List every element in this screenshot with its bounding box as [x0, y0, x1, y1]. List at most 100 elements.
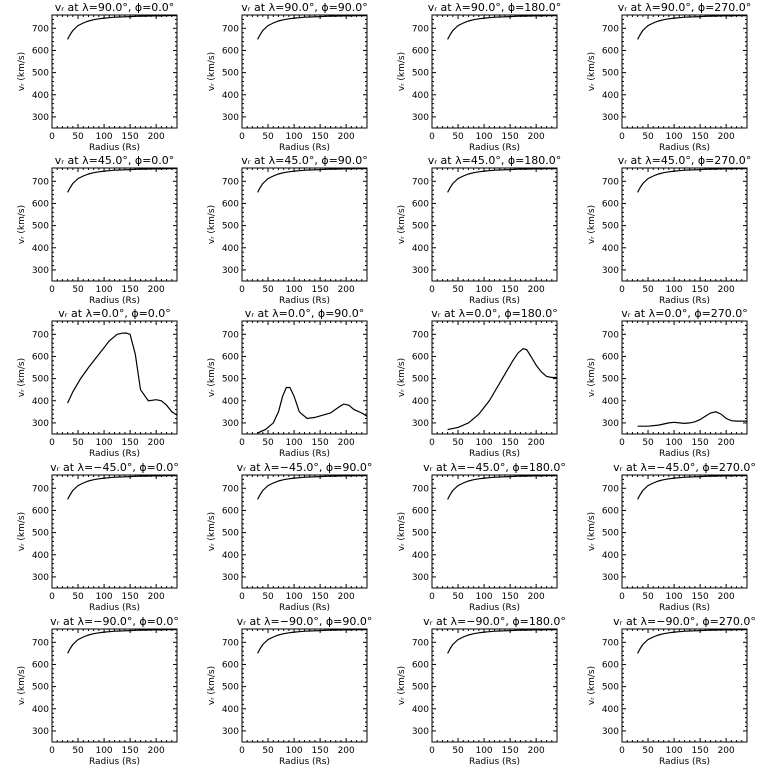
plot-frame [51, 167, 178, 282]
y-tick-label: 400 [32, 91, 49, 101]
plot-panel: vᵣ at λ=90.0°, ϕ=0.0° 0 50 100 150 200 300 400 5… [17, 1, 178, 153]
x-tick-label: 50 [452, 746, 464, 756]
x-axis-label: Radius (Rs) [89, 296, 140, 306]
x-axis-label: Radius (Rs) [659, 757, 710, 767]
plot-title: vᵣ at λ=0.0°, ϕ=270.0° [621, 307, 748, 320]
x-tick-label: 50 [452, 438, 464, 448]
y-tick-label: 400 [32, 244, 49, 254]
y-tick-label: 700 [602, 177, 619, 187]
series-line [637, 168, 747, 193]
y-tick-label: 400 [32, 397, 49, 407]
x-tick-label: 0 [49, 285, 55, 295]
plot-frame [431, 320, 558, 435]
y-tick-label: 300 [602, 113, 619, 123]
y-tick-label: 400 [602, 397, 619, 407]
x-tick-label: 0 [619, 285, 625, 295]
y-tick-label: 300 [412, 266, 429, 276]
y-tick-label: 400 [602, 705, 619, 715]
x-tick-label: 50 [72, 438, 84, 448]
y-axis-label: vᵣ (km/s) [17, 52, 27, 91]
plot-title: vᵣ at λ=−90.0°, ϕ=0.0° [50, 615, 179, 628]
x-axis-label: Radius (Rs) [469, 143, 520, 153]
x-tick-label: 100 [285, 746, 302, 756]
x-tick-label: 150 [502, 438, 519, 448]
y-tick-label: 600 [222, 199, 239, 209]
plot-frame [51, 628, 178, 743]
x-tick-label: 200 [148, 285, 165, 295]
x-tick-label: 100 [665, 132, 682, 142]
y-tick-label: 500 [602, 222, 619, 232]
plot-title: vᵣ at λ=−45.0°, ϕ=0.0° [50, 461, 179, 474]
y-tick-label: 400 [412, 91, 429, 101]
x-tick-label: 150 [502, 285, 519, 295]
x-tick-label: 150 [312, 132, 329, 142]
y-tick-label: 500 [222, 683, 239, 693]
plot-frame [241, 628, 368, 743]
x-tick-label: 100 [665, 746, 682, 756]
x-tick-label: 150 [122, 132, 139, 142]
x-tick-label: 200 [718, 746, 735, 756]
y-axis-label: vᵣ (km/s) [207, 205, 217, 244]
x-tick-label: 150 [692, 592, 709, 602]
y-tick-label: 400 [222, 551, 239, 561]
y-tick-label: 700 [412, 24, 429, 34]
x-axis-label: Radius (Rs) [469, 603, 520, 613]
y-tick-label: 700 [222, 330, 239, 340]
x-tick-label: 200 [338, 285, 355, 295]
plot-title: vᵣ at λ=90.0°, ϕ=180.0° [428, 1, 562, 14]
plot-panel: vᵣ at λ=−90.0°, ϕ=0.0° 0 50 100 150 200 300 400… [17, 615, 179, 767]
x-tick-label: 100 [95, 592, 112, 602]
plot-panel: vᵣ at λ=−90.0°, ϕ=180.0° 0 50 100 150 200 300 4… [397, 615, 566, 767]
x-tick-label: 100 [95, 285, 112, 295]
x-tick-label: 200 [148, 438, 165, 448]
x-tick-label: 150 [312, 285, 329, 295]
plot-panel: vᵣ at λ=−90.0°, ϕ=270.0° 0 50 100 150 200 300 4… [587, 615, 756, 767]
y-tick-label: 700 [222, 638, 239, 648]
plot-panel: vᵣ at λ=0.0°, ϕ=180.0° 0 50 100 150 200 300 400… [397, 307, 558, 459]
y-tick-label: 600 [412, 199, 429, 209]
y-tick-label: 300 [32, 573, 49, 583]
plot-title: vᵣ at λ=90.0°, ϕ=90.0° [241, 1, 368, 14]
y-tick-label: 700 [412, 330, 429, 340]
x-tick-label: 50 [262, 746, 274, 756]
x-tick-label: 0 [49, 592, 55, 602]
y-tick-label: 600 [412, 352, 429, 362]
y-axis-label: vᵣ (km/s) [17, 358, 27, 397]
y-tick-label: 500 [222, 69, 239, 79]
plot-frame [431, 474, 558, 589]
x-tick-label: 0 [429, 132, 435, 142]
y-axis-label: vᵣ (km/s) [397, 666, 407, 705]
x-tick-label: 200 [528, 132, 545, 142]
series-line [447, 348, 557, 431]
series-line [67, 332, 178, 416]
x-tick-label: 200 [148, 746, 165, 756]
y-tick-label: 600 [602, 660, 619, 670]
y-tick-label: 700 [32, 24, 49, 34]
y-tick-label: 400 [32, 705, 49, 715]
plot-panel: vᵣ at λ=45.0°, ϕ=0.0° 0 50 100 150 200 300 400 5… [17, 154, 178, 306]
y-axis-label: vᵣ (km/s) [207, 512, 217, 551]
plot-frame [51, 14, 178, 129]
y-tick-label: 600 [412, 506, 429, 516]
y-tick-label: 600 [602, 352, 619, 362]
x-axis-label: Radius (Rs) [659, 143, 710, 153]
x-tick-label: 150 [312, 438, 329, 448]
x-tick-label: 0 [429, 592, 435, 602]
x-axis-label: Radius (Rs) [659, 449, 710, 459]
y-tick-label: 500 [412, 69, 429, 79]
x-tick-label: 50 [452, 592, 464, 602]
y-axis-label: vᵣ (km/s) [587, 205, 597, 244]
x-tick-label: 0 [619, 746, 625, 756]
y-tick-label: 500 [412, 222, 429, 232]
x-tick-label: 100 [95, 438, 112, 448]
x-axis-label: Radius (Rs) [279, 757, 330, 767]
plot-panel: vᵣ at λ=0.0°, ϕ=90.0° 0 50 100 150 200 300 400 5… [207, 307, 368, 459]
y-tick-label: 500 [602, 529, 619, 539]
y-tick-label: 300 [412, 727, 429, 737]
y-tick-label: 300 [222, 113, 239, 123]
x-tick-label: 50 [452, 285, 464, 295]
y-tick-label: 300 [412, 113, 429, 123]
plot-frame [241, 14, 368, 129]
plot-title: vᵣ at λ=90.0°, ϕ=0.0° [55, 1, 175, 14]
y-tick-label: 700 [222, 24, 239, 34]
